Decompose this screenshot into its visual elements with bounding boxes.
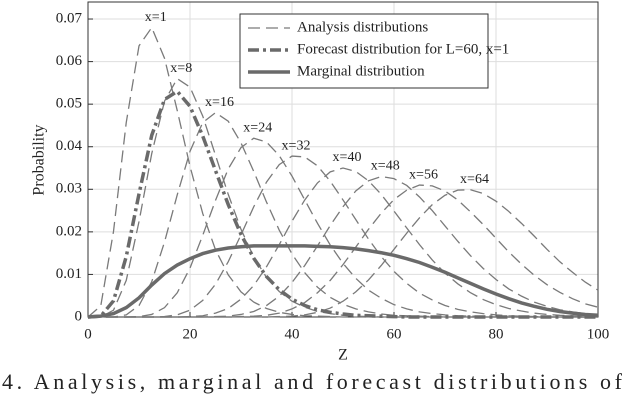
series-line <box>88 167 599 318</box>
series-line <box>88 184 599 318</box>
series-line <box>88 155 598 318</box>
peak-label: x=56 <box>409 167 438 182</box>
y-tick-label: 0.03 <box>56 181 82 197</box>
peak-label: x=40 <box>333 150 362 165</box>
y-axis-label: Probability <box>31 124 48 195</box>
peak-label: x=24 <box>243 120 272 135</box>
series-line <box>87 244 599 319</box>
caption: 4. Analysis, marginal and forecast distr… <box>2 369 623 394</box>
peak-label: x=1 <box>145 10 167 25</box>
x-axis-label: Z <box>338 347 348 364</box>
x-tick-label: 0 <box>84 326 92 342</box>
y-tick-label: 0 <box>75 308 83 324</box>
peak-label: x=64 <box>460 172 489 187</box>
x-tick-label: 60 <box>387 326 402 342</box>
y-tick-label: 0.01 <box>56 266 82 282</box>
peak-label: x=16 <box>205 95 234 110</box>
x-tick-label: 20 <box>183 326 198 342</box>
y-tick-label: 0.05 <box>56 96 82 112</box>
series-line <box>88 111 598 318</box>
y-tick-label: 0.02 <box>56 223 82 239</box>
y-tick-label: 0.07 <box>56 10 83 26</box>
x-tick-label: 80 <box>489 326 504 342</box>
x-tick-label: 100 <box>587 326 610 342</box>
series-line <box>88 175 599 318</box>
legend-label: Marginal distribution <box>297 63 425 79</box>
series-line <box>88 77 598 318</box>
peak-label: x=32 <box>282 138 311 153</box>
series-line <box>88 189 599 318</box>
y-tick-label: 0.04 <box>56 138 83 154</box>
legend: Analysis distributions Forecast distribut… <box>239 13 509 89</box>
y-tick-label: 0.06 <box>56 53 83 69</box>
peak-label: x=8 <box>170 61 192 76</box>
legend-box <box>239 13 489 89</box>
series-line <box>87 89 598 319</box>
legend-label: Forecast distribution for L=60, x=1 <box>297 41 509 57</box>
legend-label: Analysis distributions <box>297 19 428 35</box>
peak-label: x=48 <box>371 159 400 174</box>
x-tick-label: 40 <box>285 326 300 342</box>
